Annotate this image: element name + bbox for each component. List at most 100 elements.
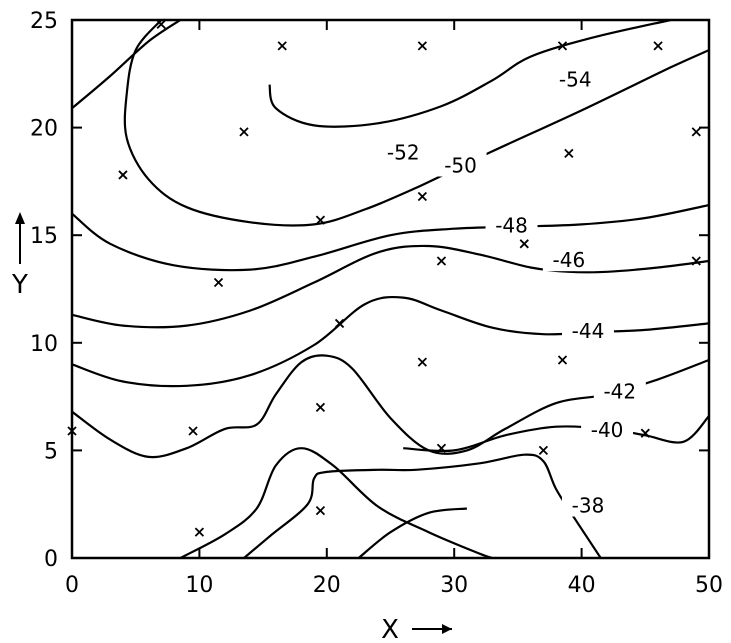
sample-point: [156, 19, 166, 29]
sample-point-stroke: [538, 445, 549, 456]
contour-label: -48: [495, 214, 528, 238]
sample-point: [315, 506, 326, 516]
sample-point: [239, 127, 249, 137]
contour-line: [179, 447, 493, 558]
sample-point-stroke: [118, 170, 128, 180]
sample-point-stroke: [557, 41, 568, 51]
contour-label: -52: [387, 141, 420, 165]
contour-label-bg: [542, 247, 595, 272]
x-axis-arrowhead: [442, 624, 452, 634]
sample-point-stroke: [277, 41, 287, 51]
sample-point: [194, 527, 205, 537]
sample-point-stroke: [640, 428, 650, 438]
sample-point: [653, 41, 663, 51]
sample-point-stroke: [436, 443, 447, 453]
sample-point-stroke: [67, 426, 77, 436]
contour-label-bg: [549, 66, 602, 91]
plot-border: [70, 18, 711, 560]
contour-line-group: [72, 20, 709, 558]
sample-point-stroke: [315, 402, 326, 412]
x-tick-label: 40: [568, 573, 596, 598]
sample-point-stroke: [519, 239, 529, 249]
contour-line: [403, 415, 709, 453]
sample-point-stroke: [417, 191, 427, 202]
sample-point: [417, 191, 427, 202]
contour-label-bg: [561, 318, 614, 343]
contour-label: -46: [553, 248, 586, 272]
contour-line: [72, 244, 709, 329]
contour-label-bg: [377, 139, 430, 164]
sample-point: [213, 277, 224, 288]
sample-point: [436, 443, 447, 453]
axis-ticks: 0 10 20 30 40 50 0 5 10 15 20 25: [30, 9, 723, 598]
sample-point-stroke: [653, 41, 663, 51]
y-tick-label: 20: [30, 117, 58, 142]
y-tick-label: 10: [30, 332, 58, 357]
contour-label: -42: [603, 379, 636, 403]
contour-line: [72, 204, 709, 272]
sample-point-stroke: [194, 527, 205, 537]
sample-point-stroke: [557, 355, 568, 365]
y-axis-title: Y: [11, 270, 28, 300]
sample-point-stroke: [564, 148, 574, 159]
contour-line: [72, 20, 181, 110]
y-tick-label: 15: [30, 224, 58, 249]
contour-line: [243, 453, 602, 558]
contour-label-bg: [593, 378, 646, 403]
contour-label-bg: [434, 152, 487, 177]
sample-point: [640, 428, 650, 438]
x-tick-label: 10: [185, 573, 213, 598]
sample-point-stroke: [417, 41, 427, 51]
sample-point-stroke: [691, 256, 701, 266]
sample-point-stroke: [691, 127, 701, 137]
sample-point-stroke: [315, 215, 326, 225]
sample-point-stroke: [417, 357, 427, 367]
contour-line: [268, 20, 672, 128]
contour-label-bg: [485, 212, 538, 237]
contour-label-bg: [581, 417, 634, 442]
sample-point: [417, 357, 427, 367]
sample-point-stroke: [188, 426, 198, 436]
sample-point: [417, 41, 427, 51]
sample-point: [519, 239, 529, 249]
sample-point: [118, 170, 128, 180]
sample-point: [538, 445, 549, 456]
x-tick-label: 30: [440, 573, 468, 598]
x-tick-label: 20: [313, 573, 341, 598]
sample-point-stroke: [315, 506, 326, 516]
sample-points: [67, 19, 701, 537]
contour-line: [358, 507, 468, 558]
x-tick-label: 50: [695, 573, 723, 598]
y-tick-label: 5: [44, 439, 58, 464]
sample-point: [557, 355, 568, 365]
contour-label: -44: [572, 319, 605, 343]
contour-label: -50: [444, 153, 477, 177]
sample-point-stroke: [156, 19, 166, 29]
plot-frame: [70, 18, 711, 560]
contour-label: -38: [572, 494, 605, 518]
contour-line: [72, 354, 709, 459]
sample-point-stroke: [436, 256, 447, 266]
y-tick-label: 25: [30, 9, 58, 34]
contour-label: -40: [591, 418, 624, 442]
contour-label-bg: [561, 492, 614, 517]
contour-line: [123, 20, 709, 227]
sample-point: [691, 127, 701, 137]
y-tick-label: 0: [44, 547, 58, 572]
sample-point: [277, 41, 287, 51]
contour-lines: [72, 20, 709, 558]
sample-point-stroke: [334, 318, 345, 329]
axis-titles: XY: [11, 212, 452, 643]
contour-labels: -54 -52 -50 -48 -46 -44 -42 -40 -38: [377, 66, 646, 518]
sample-point: [564, 148, 574, 159]
x-axis-title: X: [381, 615, 399, 643]
sample-point: [315, 215, 326, 225]
sample-point: [436, 256, 447, 266]
sample-point: [67, 426, 77, 436]
sample-point-stroke: [239, 127, 249, 137]
x-tick-label: 0: [65, 573, 79, 598]
sample-point: [557, 41, 568, 51]
sample-point: [691, 256, 701, 266]
sample-point: [334, 318, 345, 329]
sample-point-stroke: [213, 277, 224, 288]
